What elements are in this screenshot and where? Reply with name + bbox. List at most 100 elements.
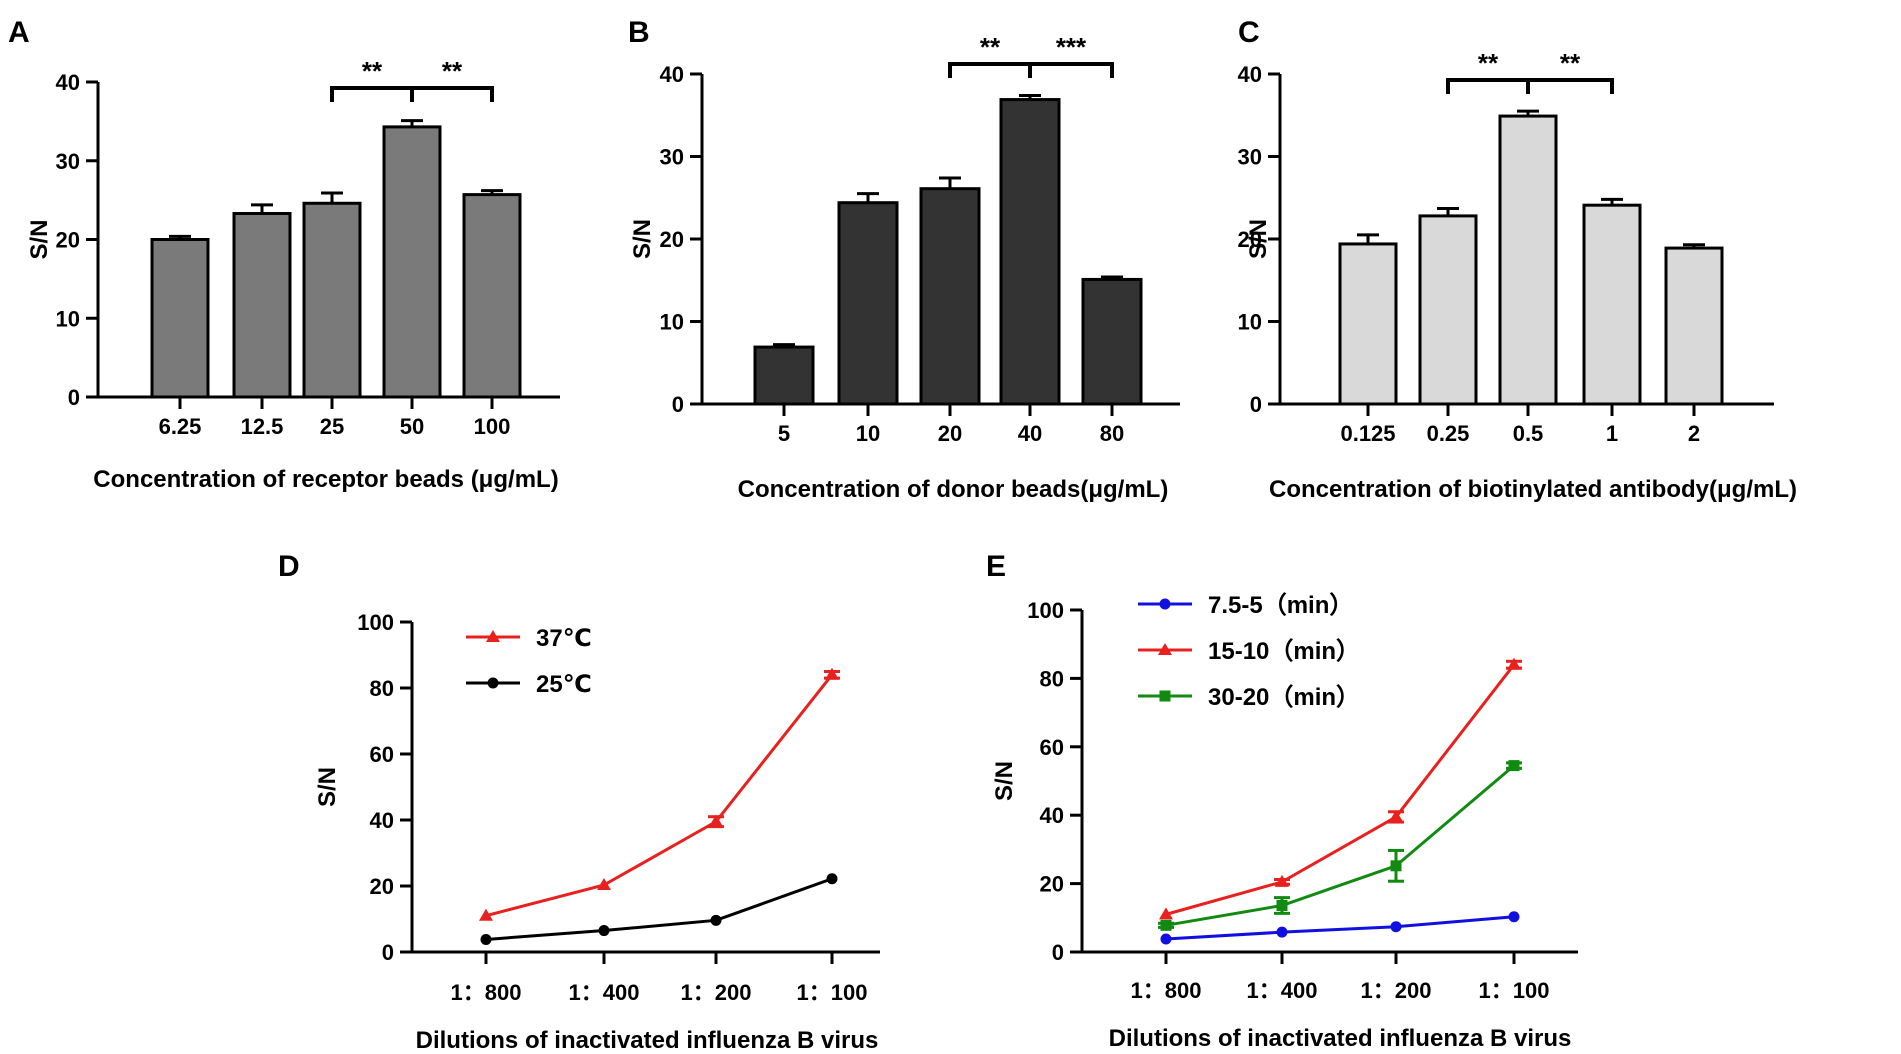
y-tick-label: 10	[56, 306, 80, 331]
significance-label: **	[1560, 48, 1581, 78]
panel-d: D 0 20 40 60 80 100 1：800 1：400 1：200 1：100 Dilutio…	[278, 550, 880, 1054]
y-tick-label: 100	[1027, 598, 1064, 623]
series-line	[485, 877, 833, 941]
marker-circle	[480, 933, 492, 945]
series-0	[479, 667, 840, 921]
y-tick-label: 0	[1250, 392, 1262, 417]
x-axis-title: Concentration of donor beads(μg/mL)	[738, 476, 1169, 503]
panel-c: C 0 10 20 30 40 0.125 0.25 0.5 1 2 Concentration of…	[1238, 16, 1797, 503]
series-line	[1165, 915, 1515, 941]
marker-circle	[1159, 598, 1171, 610]
x-tick-label: 1：100	[797, 980, 868, 1005]
legend-item: 37℃	[466, 625, 592, 652]
y-tick-label: 20	[1238, 227, 1262, 252]
y-axis-title: S/N	[26, 219, 53, 259]
significance-label: **	[1478, 48, 1499, 78]
panel-label: A	[8, 16, 30, 49]
y-tick-label: 20	[56, 228, 80, 253]
x-tick-label: 1：200	[681, 980, 752, 1005]
marker-square	[1508, 760, 1520, 772]
significance-bracket: **	[330, 56, 414, 102]
x-tick-label: 1：800	[451, 980, 522, 1005]
x-tick-label: 1：400	[1247, 978, 1318, 1003]
y-tick-label: 80	[370, 676, 394, 701]
x-tick-label: 0.25	[1427, 421, 1470, 446]
series-0	[1160, 911, 1520, 945]
bar-6.25	[150, 238, 210, 399]
y-tick-label: 40	[56, 70, 80, 95]
y-tick-label: 0	[68, 385, 80, 410]
bar-12.5	[232, 212, 292, 399]
bar-20	[919, 187, 981, 406]
marker-circle	[598, 925, 610, 937]
bracket-line	[410, 86, 494, 102]
x-tick-label: 80	[1100, 421, 1124, 446]
x-axis-title: Dilutions of inactivated influenza B vir…	[416, 1027, 879, 1054]
series-1	[1159, 657, 1522, 920]
marker-circle	[826, 873, 838, 885]
y-tick-label: 40	[660, 62, 684, 87]
y-tick-label: 60	[370, 742, 394, 767]
legend-item: 7.5-5（min）	[1138, 592, 1353, 619]
significance-bracket: **	[410, 56, 494, 102]
legend-label: 25℃	[536, 671, 592, 698]
bracket-line	[330, 86, 414, 102]
series-2	[1158, 760, 1522, 931]
marker-triangle	[1275, 874, 1289, 887]
significance-label: **	[442, 56, 463, 86]
bar-0.25	[1418, 214, 1478, 406]
x-tick-label: 1：800	[1131, 978, 1202, 1003]
x-tick-label: 1：200	[1361, 978, 1432, 1003]
y-tick-label: 0	[672, 392, 684, 417]
marker-square	[1390, 860, 1402, 872]
x-tick-label: 5	[778, 421, 790, 446]
x-axis-title: Concentration of receptor beads (μg/mL)	[93, 466, 558, 493]
legend-item: 15-10（min）	[1138, 638, 1360, 665]
y-tick-label: 20	[660, 227, 684, 252]
x-axis-title: Concentration of biotinylated antibody(μ…	[1269, 476, 1797, 503]
legend-label: 37℃	[536, 625, 592, 652]
marker-circle	[1276, 926, 1288, 938]
y-tick-label: 0	[1052, 940, 1064, 965]
bar-40	[999, 98, 1061, 406]
series-line	[1165, 764, 1515, 927]
x-tick-label: 50	[400, 414, 424, 439]
x-tick-label: 2	[1688, 421, 1700, 446]
legend-label: 15-10（min）	[1208, 638, 1360, 665]
series-line	[1165, 663, 1516, 916]
y-tick-label: 30	[56, 149, 80, 174]
bar-2	[1664, 246, 1724, 406]
bracket-line	[1526, 78, 1614, 94]
significance-label: **	[980, 32, 1001, 62]
x-tick-label: 25	[320, 414, 344, 439]
y-tick-label: 30	[1238, 145, 1262, 170]
bar-5	[753, 345, 815, 406]
y-axis-title: S/N	[629, 219, 656, 259]
x-tick-label: 10	[856, 421, 880, 446]
y-tick-label: 0	[382, 940, 394, 965]
series-line	[485, 673, 834, 918]
legend-item: 25℃	[466, 671, 592, 698]
x-tick-label: 1：100	[1479, 978, 1550, 1003]
significance-bracket: **	[1526, 48, 1614, 94]
marker-circle	[1508, 911, 1520, 923]
panel-b: B 0 10 20 30 40 5 10 20 40 80 Concentration of dono…	[628, 16, 1180, 503]
panel-label: C	[1238, 16, 1260, 49]
x-tick-label: 12.5	[241, 414, 284, 439]
marker-square	[1276, 899, 1288, 911]
y-tick-label: 100	[357, 610, 394, 635]
significance-label: ***	[1056, 32, 1087, 62]
marker-circle	[1160, 933, 1172, 945]
x-axis-title: Dilutions of inactivated influenza B vir…	[1109, 1025, 1572, 1052]
significance-bracket: **	[948, 32, 1032, 78]
panel-label: B	[628, 16, 650, 49]
y-tick-label: 40	[370, 808, 394, 833]
legend-label: 7.5-5（min）	[1208, 592, 1353, 619]
marker-triangle	[479, 908, 493, 921]
y-tick-label: 40	[1238, 62, 1262, 87]
marker-triangle	[1159, 907, 1173, 920]
marker-circle	[1390, 921, 1402, 933]
x-tick-label: 0.5	[1513, 421, 1544, 446]
y-axis-title: S/N	[991, 761, 1018, 801]
significance-label: **	[362, 56, 383, 86]
